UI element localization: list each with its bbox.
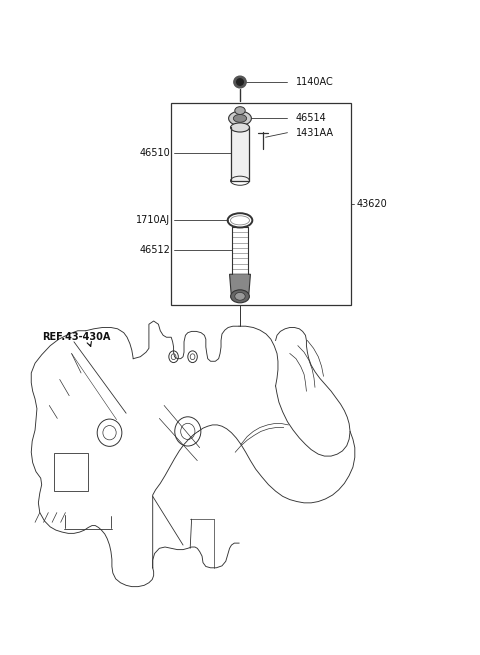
Ellipse shape: [234, 76, 246, 88]
Text: 43620: 43620: [356, 199, 387, 209]
Ellipse shape: [235, 107, 245, 115]
Ellipse shape: [237, 79, 243, 85]
Polygon shape: [229, 274, 251, 293]
Text: 46512: 46512: [139, 244, 170, 255]
Text: 46514: 46514: [296, 113, 327, 123]
Text: 1140AC: 1140AC: [296, 77, 334, 87]
Ellipse shape: [230, 290, 250, 303]
Ellipse shape: [233, 115, 247, 122]
Ellipse shape: [230, 123, 250, 132]
Bar: [171, 103, 351, 305]
Text: 1431AA: 1431AA: [296, 128, 334, 138]
Ellipse shape: [228, 111, 252, 126]
Text: 46510: 46510: [140, 149, 170, 159]
Text: REF.43-430A: REF.43-430A: [42, 332, 110, 343]
Ellipse shape: [235, 292, 245, 300]
Bar: [54, 453, 88, 491]
Text: 1710AJ: 1710AJ: [136, 215, 170, 225]
